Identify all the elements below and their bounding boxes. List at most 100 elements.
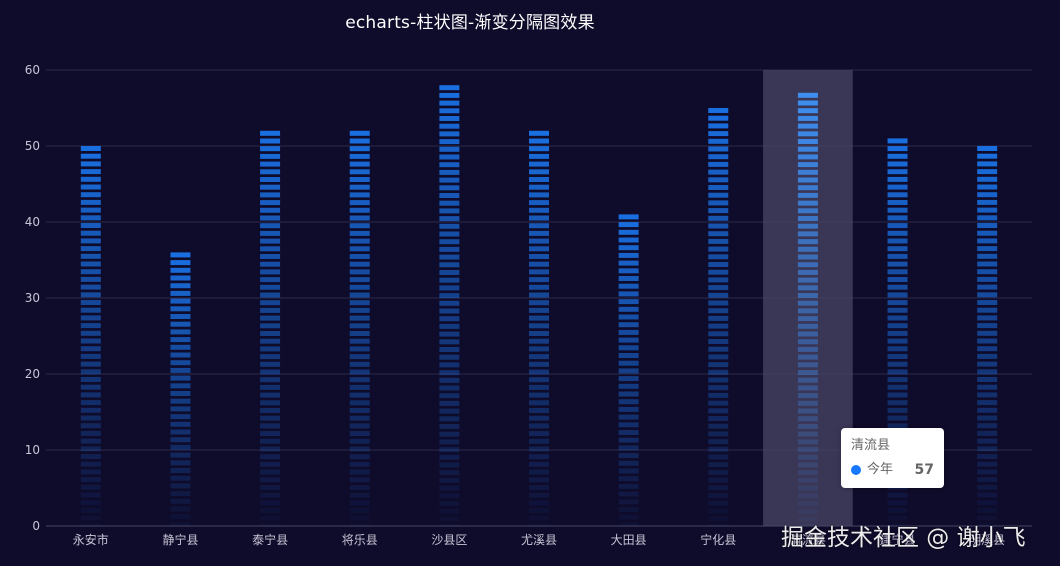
bar-segment	[797, 192, 818, 198]
bar-segment	[797, 239, 818, 245]
bar-segment	[80, 384, 101, 390]
bar	[170, 252, 191, 526]
bar-segment	[80, 223, 101, 228]
bar-segment	[977, 369, 998, 375]
bar-segment	[797, 108, 818, 114]
bar-segment	[529, 361, 549, 367]
bar-segment	[529, 392, 549, 398]
bar	[977, 146, 998, 526]
bar-segment	[260, 300, 281, 306]
bar-segment	[618, 314, 639, 320]
bar-segment	[80, 330, 101, 336]
bar-segment	[170, 306, 191, 312]
bar-segment	[887, 192, 908, 198]
bar-segment	[887, 377, 908, 383]
bar-segment	[887, 392, 908, 398]
bar-segment	[260, 408, 281, 413]
bar	[260, 130, 281, 526]
bar-segment	[977, 407, 998, 413]
bar-segment	[797, 246, 818, 252]
bar-segment	[439, 385, 460, 391]
bar-segment	[349, 384, 370, 390]
bar-segment	[80, 192, 101, 198]
bar-segment	[80, 377, 101, 382]
bar-segment	[260, 446, 281, 452]
bar-segment	[708, 400, 729, 406]
bar-segment	[708, 485, 729, 491]
bar-segment	[260, 146, 281, 152]
bar-segment	[349, 492, 370, 498]
bar-segment	[529, 223, 549, 229]
bar-segment	[797, 92, 818, 98]
bar-segment	[349, 223, 370, 229]
bar-segment	[349, 323, 370, 329]
bar-segment	[797, 162, 818, 168]
bar-segment	[797, 277, 818, 283]
bar-segment	[349, 177, 370, 182]
bar-segment	[887, 492, 908, 498]
bar-segment	[260, 277, 281, 283]
bar	[618, 214, 639, 526]
bar-segment	[797, 447, 818, 452]
bar-segment	[439, 339, 460, 345]
bar-segment	[618, 468, 639, 474]
bar-segment	[260, 431, 281, 437]
bar-segment	[439, 193, 460, 198]
bar-segment	[260, 215, 281, 221]
tooltip-series-name: 今年	[867, 462, 894, 477]
bar-segment	[260, 515, 281, 521]
bar-segment	[439, 431, 460, 437]
bar-segment	[977, 484, 998, 490]
bar-segment	[977, 146, 998, 151]
bar-segment	[260, 307, 281, 313]
bar-segment	[80, 438, 101, 444]
bar-segment	[170, 506, 191, 512]
bar-segment	[349, 354, 370, 360]
bar-segment	[439, 85, 460, 91]
bar-segment	[529, 277, 549, 283]
bar-segment	[80, 392, 101, 398]
bar-segment	[529, 431, 549, 437]
bar-segment	[618, 476, 639, 482]
bar-segment	[260, 400, 281, 406]
bar-segment	[349, 146, 370, 152]
bar-segment	[797, 431, 818, 437]
bar-segment	[797, 200, 818, 206]
bar-segment	[977, 507, 998, 513]
bar-segment	[80, 523, 101, 526]
bar-segment	[797, 477, 818, 483]
bar-segment	[439, 277, 460, 283]
bar-segment	[797, 362, 818, 368]
bar-segment	[977, 454, 998, 459]
bar-segment	[529, 515, 549, 521]
bar-segment	[977, 392, 998, 398]
bar-segment	[80, 176, 101, 182]
bar-segment	[797, 385, 818, 391]
bar-segment	[349, 192, 370, 198]
bar-segment	[260, 254, 281, 259]
bar-segment	[887, 515, 908, 521]
bar-segment	[887, 508, 908, 513]
x-tick-label: 将乐县	[342, 533, 378, 547]
bar-segment	[170, 352, 191, 358]
bar-segment	[887, 523, 908, 526]
bar-segment	[708, 408, 729, 414]
bar-segment	[887, 146, 908, 152]
bar-segment	[977, 176, 998, 182]
bar-segment	[887, 330, 908, 336]
bar-segment	[170, 267, 191, 273]
bar-segment	[977, 246, 998, 252]
bar-segment	[439, 116, 460, 121]
bar-segment	[618, 276, 639, 281]
bar-segment	[529, 184, 549, 190]
bar-segment	[708, 223, 729, 229]
bar-segment	[887, 323, 908, 329]
bar-segment	[618, 268, 639, 274]
bar-segment	[797, 339, 818, 345]
bar	[349, 130, 370, 526]
bar-segment	[708, 431, 729, 437]
bar-segment	[708, 516, 729, 522]
bar-segment	[170, 329, 191, 335]
bar-segment	[349, 415, 370, 421]
